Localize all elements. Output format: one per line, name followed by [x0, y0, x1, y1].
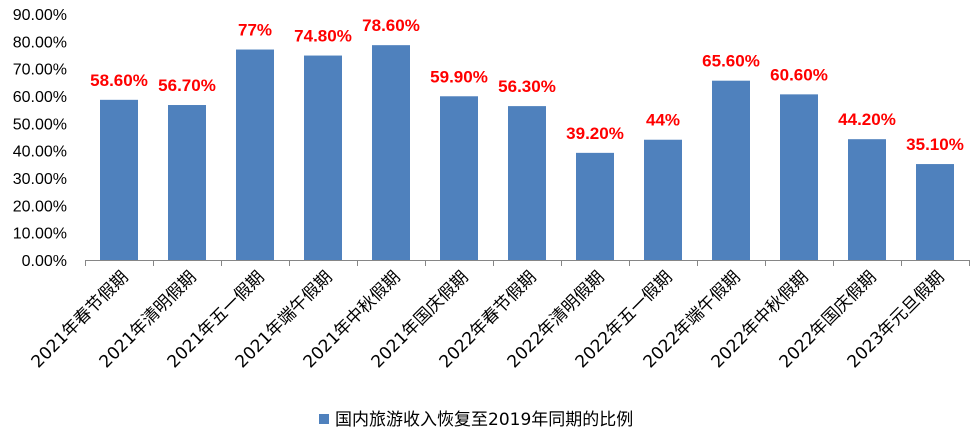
y-tick-label: 40.00%: [13, 144, 67, 161]
data-label: 59.90%: [430, 67, 488, 86]
x-axis: [85, 260, 970, 266]
bar: [168, 105, 206, 261]
y-tick-label: 10.00%: [13, 226, 67, 243]
data-label: 39.20%: [566, 124, 624, 143]
bar: [236, 49, 274, 261]
y-tick-label: 80.00%: [13, 34, 67, 51]
data-label: 56.30%: [498, 77, 556, 96]
data-label: 65.60%: [702, 52, 760, 71]
bar: [372, 45, 410, 260]
data-label: 44%: [646, 111, 680, 130]
y-axis: 0.00% 10.00% 20.00% 30.00% 40.00% 50.00% 60.00…: [13, 7, 67, 270]
bar: [304, 55, 342, 261]
bar: [848, 139, 886, 260]
data-label: 74.80%: [294, 27, 352, 46]
y-tick-label: 90.00%: [13, 7, 67, 24]
legend: 国内旅游收入恢复至2019年同期的比例: [319, 410, 633, 430]
data-labels: 58.60% 56.70% 77% 74.80% 78.60% 59.90% 56.30% 3…: [90, 16, 964, 154]
legend-swatch: [319, 414, 329, 424]
y-tick-label: 30.00%: [13, 171, 67, 188]
x-tick-labels: 2021年春节假期2021年清明假期2021年五一假期2021年端午假期2021…: [28, 267, 949, 372]
data-label: 35.10%: [906, 135, 964, 154]
data-label: 78.60%: [362, 16, 420, 35]
data-label: 56.70%: [158, 76, 216, 95]
bar-series: [100, 45, 954, 261]
bar: [644, 139, 682, 260]
data-label: 77%: [238, 21, 272, 40]
bar: [780, 94, 818, 260]
y-tick-label: 50.00%: [13, 116, 67, 133]
y-tick-label: 60.00%: [13, 89, 67, 106]
y-tick-label: 20.00%: [13, 198, 67, 215]
bar: [508, 106, 546, 260]
y-tick-label: 70.00%: [13, 62, 67, 79]
bar: [576, 152, 614, 260]
bar: [440, 96, 478, 260]
legend-label: 国内旅游收入恢复至2019年同期的比例: [335, 410, 633, 430]
data-label: 60.60%: [770, 65, 828, 84]
bar: [916, 164, 954, 260]
bar: [100, 99, 138, 261]
y-tick-label: 0.00%: [22, 253, 67, 270]
data-label: 58.60%: [90, 71, 148, 90]
bar: [712, 80, 750, 261]
data-label: 44.20%: [838, 110, 896, 129]
